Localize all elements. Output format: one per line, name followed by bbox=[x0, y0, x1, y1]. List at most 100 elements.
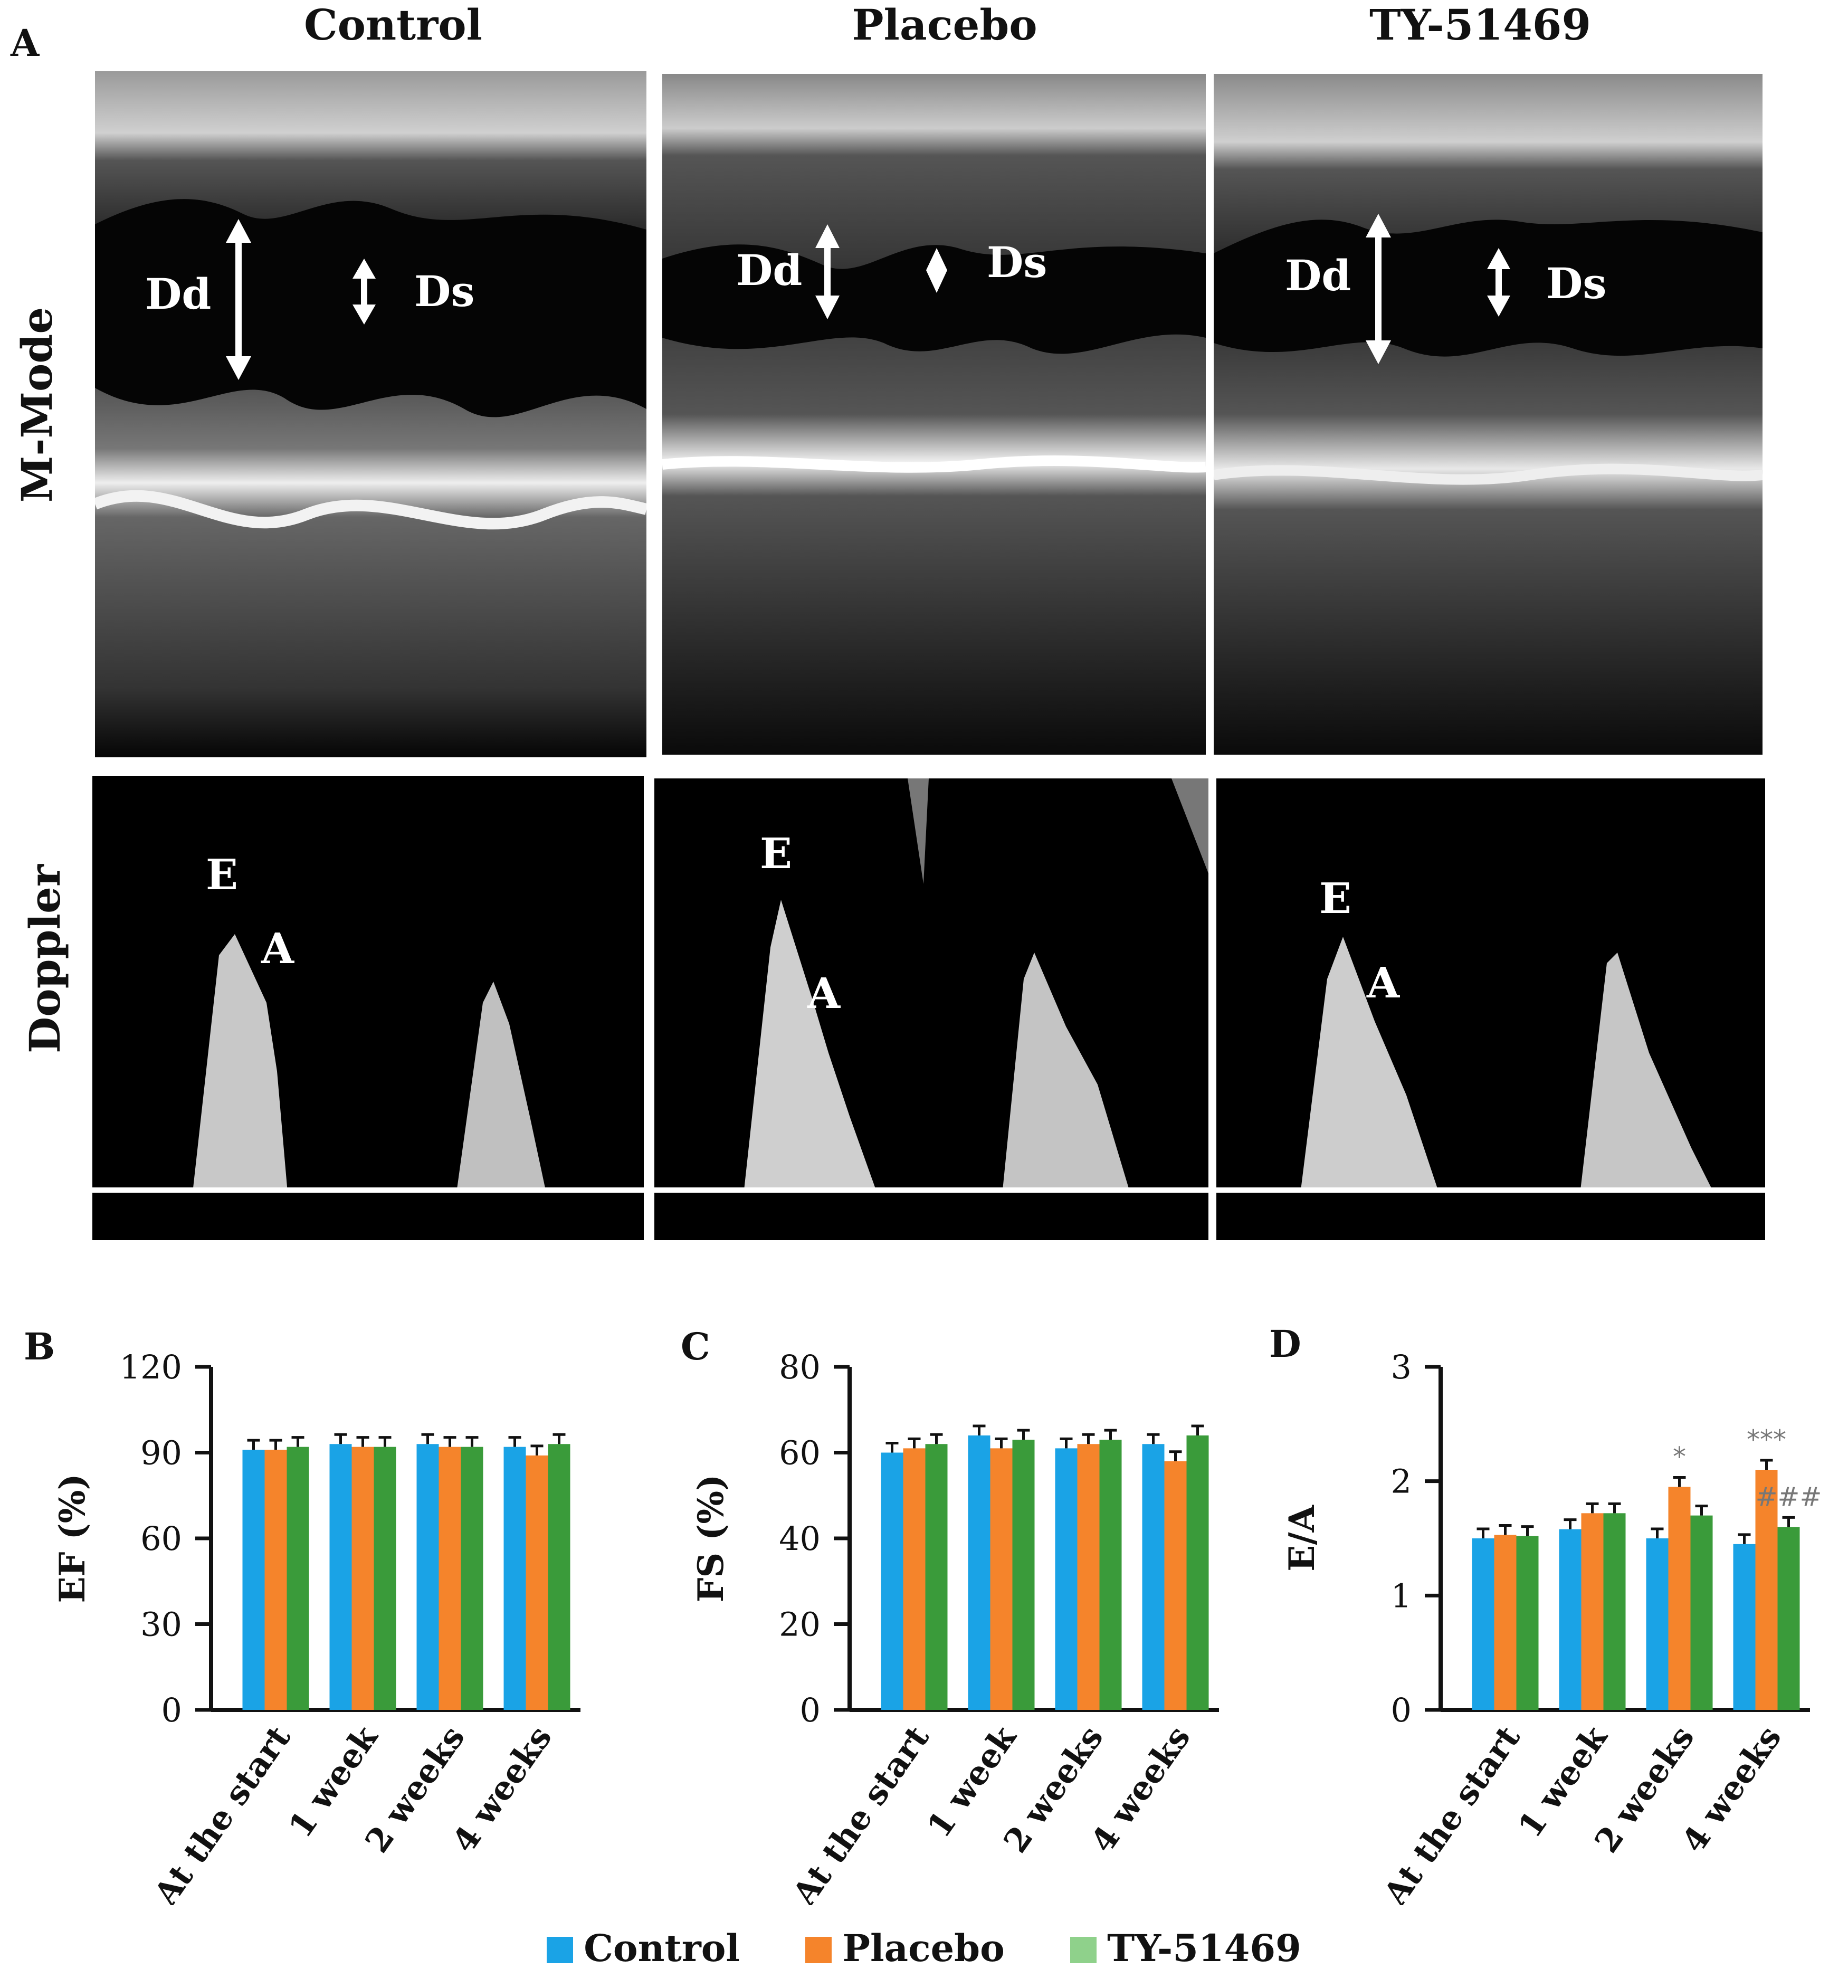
bar-control bbox=[1559, 1529, 1582, 1710]
legend-swatch-placebo bbox=[805, 1937, 832, 1963]
y-tick-label: 0 bbox=[1391, 1691, 1412, 1729]
y-tick-label: 1 bbox=[1391, 1576, 1412, 1615]
doppler-image-ty51469 bbox=[1216, 778, 1765, 1240]
y-axis-label: FS (%) bbox=[690, 1475, 731, 1603]
x-tick-label: At the start bbox=[785, 1718, 937, 1905]
legend-label-placebo: Placebo bbox=[842, 1926, 1005, 1970]
bar-control bbox=[416, 1444, 439, 1710]
y-tick-label: 60 bbox=[779, 1434, 821, 1472]
bar-control bbox=[968, 1435, 990, 1710]
doppler-image-placebo bbox=[654, 778, 1208, 1240]
column-title-placebo: Placebo bbox=[852, 0, 1037, 50]
x-tick-label: At the start bbox=[146, 1718, 298, 1905]
label-dd-control: Dd bbox=[145, 269, 212, 319]
label-e-ty51469: E bbox=[1319, 873, 1351, 923]
y-tick-label: 80 bbox=[779, 1348, 821, 1386]
label-e-control: E bbox=[206, 850, 238, 899]
panel-label-b: B bbox=[24, 1325, 55, 1368]
bar-ty-51469 bbox=[548, 1444, 570, 1710]
bar-placebo bbox=[351, 1447, 374, 1710]
y-tick-label: 0 bbox=[161, 1691, 182, 1729]
bar-placebo bbox=[903, 1448, 926, 1710]
bar-control bbox=[329, 1444, 352, 1710]
bar-ty-51469 bbox=[1777, 1527, 1800, 1710]
panel-label-c: C bbox=[681, 1325, 710, 1368]
bar-ty-51469 bbox=[1099, 1440, 1122, 1710]
y-tick-label: 0 bbox=[800, 1691, 821, 1729]
bar-placebo bbox=[264, 1450, 287, 1710]
bar-control bbox=[1055, 1448, 1078, 1710]
y-tick-label: 30 bbox=[140, 1605, 182, 1644]
bar-control bbox=[1472, 1538, 1494, 1710]
legend-item-ty51469: TY-51469 bbox=[1070, 1926, 1301, 1970]
legend-item-placebo: Placebo bbox=[805, 1926, 1005, 1970]
label-e-placebo: E bbox=[760, 829, 792, 878]
bar-placebo bbox=[1668, 1487, 1691, 1710]
bar-placebo bbox=[526, 1455, 548, 1710]
bar-placebo bbox=[990, 1448, 1013, 1710]
bar-control bbox=[881, 1452, 903, 1710]
bar-ty-51469 bbox=[1516, 1536, 1539, 1710]
bar-ty-51469 bbox=[1603, 1513, 1626, 1710]
column-title-ty51469: TY-51469 bbox=[1369, 0, 1592, 50]
mmode-arrows bbox=[226, 214, 1510, 380]
legend: Control Placebo TY-51469 bbox=[0, 1926, 1848, 1970]
y-tick-label: 2 bbox=[1391, 1462, 1412, 1501]
bar-ty-51469 bbox=[1186, 1435, 1209, 1710]
bar-ty-51469 bbox=[1690, 1515, 1713, 1710]
bar-placebo bbox=[1581, 1513, 1604, 1710]
chart-fs: C 0 20 40 60 80 FS (%) At the start 1 week 2 wee… bbox=[639, 1309, 1256, 1913]
bar-ty-51469 bbox=[925, 1444, 948, 1710]
panel-label-a: A bbox=[11, 21, 40, 65]
bar-control bbox=[242, 1450, 265, 1710]
bar-control bbox=[1646, 1538, 1669, 1710]
x-tick-label: At the start bbox=[1376, 1718, 1528, 1905]
significance-annotation: ### bbox=[1756, 1481, 1822, 1512]
label-dd-ty51469: Dd bbox=[1285, 251, 1351, 300]
bar-ty-51469 bbox=[287, 1447, 309, 1710]
y-tick-label: 60 bbox=[140, 1519, 182, 1558]
label-ds-control: Ds bbox=[414, 267, 475, 316]
bar-control bbox=[1733, 1544, 1756, 1710]
y-tick-label: 90 bbox=[140, 1434, 182, 1472]
row-label-doppler: Doppler bbox=[20, 864, 70, 1054]
bar-ty-51469 bbox=[374, 1447, 396, 1710]
mmode-image-placebo bbox=[662, 74, 1206, 755]
bar-placebo bbox=[1164, 1461, 1187, 1710]
bar-ty-51469 bbox=[1012, 1440, 1035, 1710]
significance-annotation: *** bbox=[1747, 1424, 1786, 1455]
y-tick-label: 3 bbox=[1391, 1348, 1412, 1386]
bar-placebo bbox=[1755, 1470, 1778, 1710]
bar-placebo bbox=[439, 1447, 461, 1710]
label-a-control: A bbox=[261, 924, 294, 973]
bar-placebo bbox=[1494, 1535, 1517, 1710]
legend-item-control: Control bbox=[547, 1926, 740, 1970]
label-dd-placebo: Dd bbox=[736, 245, 803, 295]
y-tick-label: 20 bbox=[779, 1605, 821, 1644]
label-ds-ty51469: Ds bbox=[1546, 259, 1607, 308]
label-a-ty51469: A bbox=[1367, 958, 1400, 1007]
chart-ea: D 0 1 2 3 E/A * *** ### At the start 1 week 2 week… bbox=[1230, 1309, 1847, 1913]
label-a-placebo: A bbox=[807, 968, 841, 1018]
legend-swatch-ty51469 bbox=[1070, 1937, 1097, 1963]
y-tick-label: 120 bbox=[120, 1348, 182, 1386]
significance-annotation: * bbox=[1673, 1442, 1686, 1472]
y-tick-label: 40 bbox=[779, 1519, 821, 1558]
legend-label-control: Control bbox=[584, 1926, 740, 1970]
legend-label-ty51469: TY-51469 bbox=[1107, 1926, 1301, 1970]
y-axis-label: EF (%) bbox=[52, 1473, 93, 1603]
column-title-control: Control bbox=[303, 0, 483, 50]
panel-label-d: D bbox=[1269, 1322, 1301, 1366]
doppler-image-control bbox=[92, 776, 644, 1240]
mmode-image-ty51469 bbox=[1214, 74, 1763, 755]
bar-control bbox=[503, 1447, 526, 1710]
chart-ef: B 0 30 60 90 120 EF (%) At the start 1 week 2 we… bbox=[0, 1309, 617, 1913]
label-ds-placebo: Ds bbox=[987, 237, 1047, 287]
y-axis-label: E/A bbox=[1281, 1505, 1322, 1571]
bar-control bbox=[1142, 1444, 1165, 1710]
bar-ty-51469 bbox=[461, 1447, 483, 1710]
bar-placebo bbox=[1077, 1444, 1100, 1710]
